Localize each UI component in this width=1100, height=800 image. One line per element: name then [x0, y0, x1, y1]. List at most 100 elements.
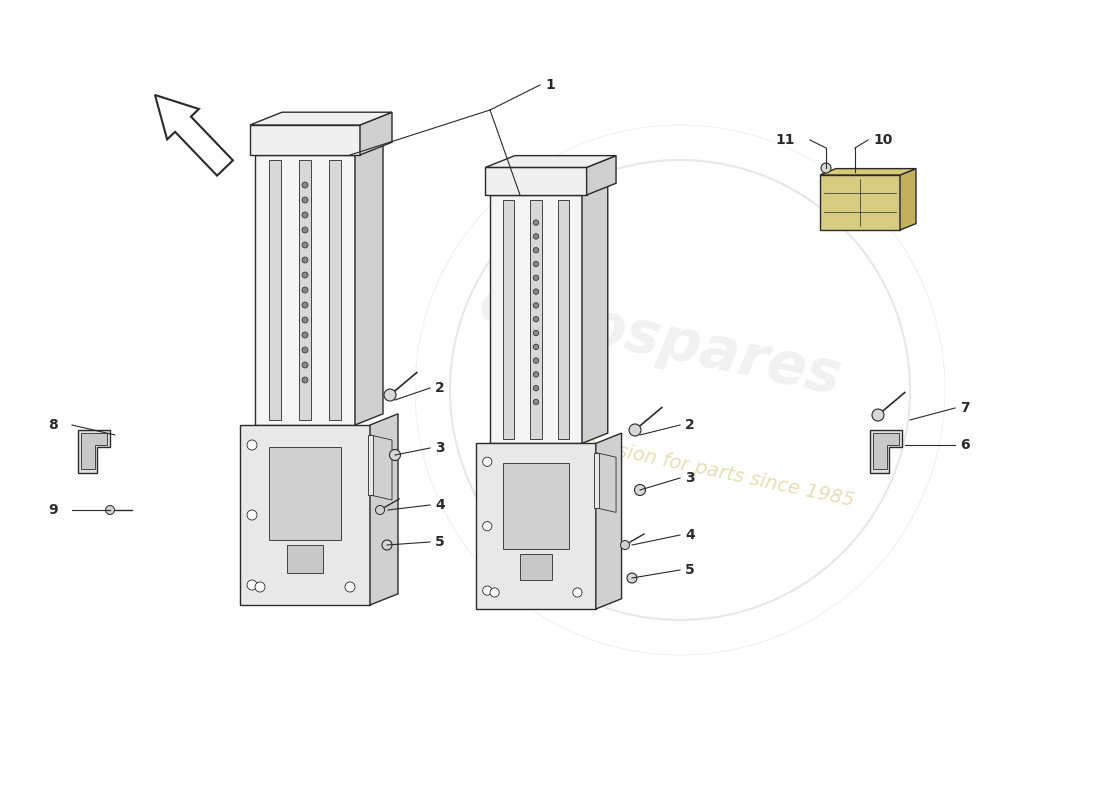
- Circle shape: [302, 272, 308, 278]
- Polygon shape: [155, 95, 233, 176]
- Circle shape: [534, 372, 539, 377]
- Text: 5: 5: [434, 535, 444, 549]
- Circle shape: [345, 582, 355, 592]
- Circle shape: [534, 275, 539, 281]
- Circle shape: [534, 399, 539, 405]
- Circle shape: [872, 409, 884, 421]
- Bar: [519, 554, 552, 580]
- Bar: [270, 160, 280, 420]
- Text: 10: 10: [873, 133, 892, 147]
- Text: eurospares: eurospares: [474, 274, 846, 406]
- Circle shape: [534, 262, 539, 266]
- Circle shape: [382, 540, 392, 550]
- Circle shape: [490, 588, 499, 597]
- Bar: [558, 200, 569, 439]
- Circle shape: [483, 586, 492, 595]
- Polygon shape: [360, 112, 392, 155]
- Text: 1: 1: [544, 78, 554, 92]
- Polygon shape: [240, 425, 370, 605]
- Circle shape: [302, 302, 308, 308]
- Bar: [530, 200, 541, 439]
- Circle shape: [573, 588, 582, 597]
- Text: 3: 3: [685, 471, 694, 485]
- Circle shape: [534, 220, 539, 226]
- Circle shape: [384, 389, 396, 401]
- Circle shape: [534, 234, 539, 239]
- Circle shape: [483, 457, 492, 466]
- Polygon shape: [490, 195, 582, 443]
- Text: 5: 5: [685, 563, 695, 577]
- Circle shape: [302, 362, 308, 368]
- Circle shape: [534, 358, 539, 363]
- Circle shape: [255, 582, 265, 592]
- Circle shape: [375, 506, 385, 514]
- Text: 9: 9: [48, 503, 58, 517]
- Polygon shape: [870, 430, 902, 473]
- Text: 3: 3: [434, 441, 444, 455]
- Circle shape: [534, 386, 539, 391]
- Circle shape: [627, 573, 637, 583]
- Circle shape: [534, 344, 539, 350]
- Circle shape: [302, 212, 308, 218]
- Circle shape: [483, 522, 492, 531]
- Circle shape: [534, 302, 539, 308]
- Polygon shape: [485, 167, 586, 195]
- Circle shape: [302, 377, 308, 383]
- Text: 4: 4: [434, 498, 444, 512]
- Polygon shape: [503, 463, 569, 550]
- Polygon shape: [81, 434, 107, 469]
- Circle shape: [534, 330, 539, 336]
- Polygon shape: [820, 175, 900, 230]
- Polygon shape: [582, 185, 608, 443]
- Circle shape: [821, 163, 830, 173]
- Bar: [594, 453, 598, 508]
- Text: 8: 8: [48, 418, 58, 432]
- Circle shape: [534, 317, 539, 322]
- Circle shape: [534, 289, 539, 294]
- Circle shape: [620, 541, 629, 550]
- Polygon shape: [255, 155, 355, 425]
- Bar: [368, 435, 373, 495]
- Polygon shape: [250, 112, 392, 125]
- Circle shape: [302, 197, 308, 203]
- Polygon shape: [820, 169, 916, 175]
- Polygon shape: [355, 144, 383, 425]
- Circle shape: [302, 182, 308, 188]
- Circle shape: [248, 440, 257, 450]
- Circle shape: [248, 510, 257, 520]
- Polygon shape: [370, 435, 392, 500]
- Text: 11: 11: [776, 133, 795, 147]
- Polygon shape: [586, 156, 616, 195]
- Polygon shape: [596, 453, 616, 512]
- Circle shape: [302, 287, 308, 293]
- Text: 6: 6: [960, 438, 969, 452]
- Circle shape: [302, 242, 308, 248]
- Polygon shape: [476, 443, 596, 609]
- Bar: [503, 200, 514, 439]
- Circle shape: [635, 485, 646, 495]
- Bar: [299, 160, 311, 420]
- Bar: [329, 160, 341, 420]
- Polygon shape: [250, 125, 360, 155]
- Polygon shape: [78, 430, 110, 473]
- Polygon shape: [485, 156, 616, 167]
- Circle shape: [302, 317, 308, 323]
- Text: 4: 4: [685, 528, 695, 542]
- Text: 2: 2: [434, 381, 444, 395]
- Polygon shape: [873, 434, 899, 469]
- Circle shape: [389, 450, 400, 461]
- Circle shape: [302, 227, 308, 233]
- Circle shape: [302, 257, 308, 263]
- Circle shape: [248, 580, 257, 590]
- Circle shape: [629, 424, 641, 436]
- Polygon shape: [596, 433, 622, 609]
- Text: 2: 2: [685, 418, 695, 432]
- Polygon shape: [270, 446, 341, 540]
- Bar: [287, 546, 323, 573]
- Circle shape: [302, 332, 308, 338]
- Circle shape: [106, 506, 114, 514]
- Circle shape: [534, 247, 539, 253]
- Circle shape: [302, 347, 308, 353]
- Text: 7: 7: [960, 401, 969, 415]
- Polygon shape: [900, 169, 916, 230]
